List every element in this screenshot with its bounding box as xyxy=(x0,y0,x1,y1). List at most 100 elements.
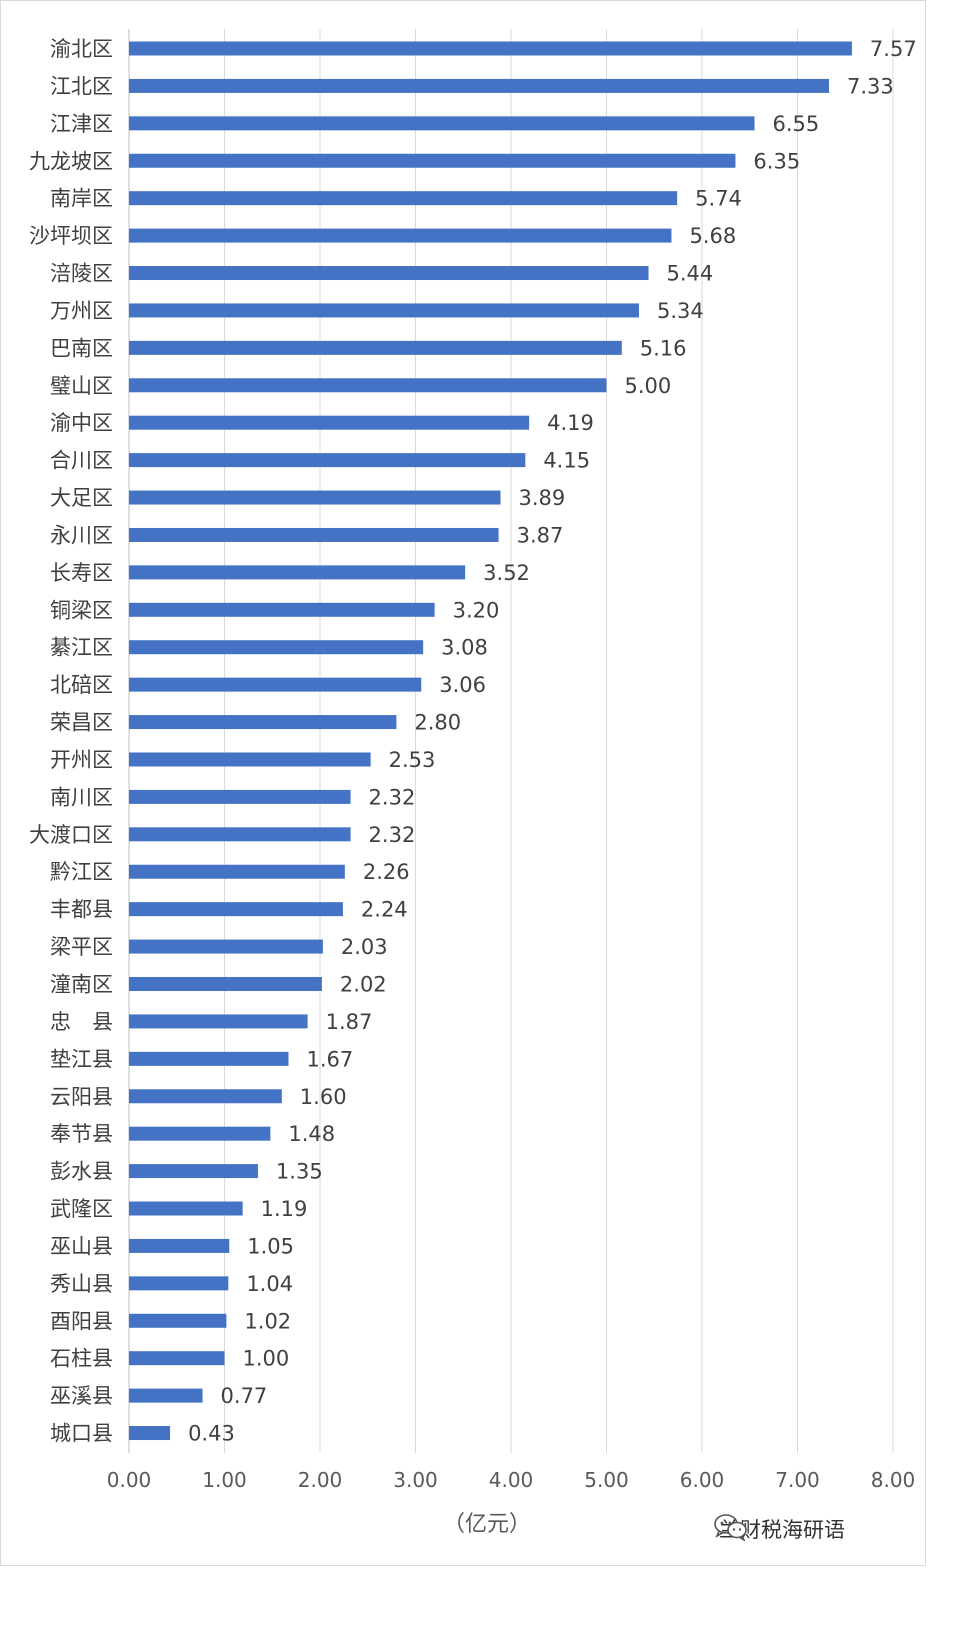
category-label: 黔江区 xyxy=(50,860,113,884)
bar xyxy=(129,902,343,917)
bar xyxy=(129,340,622,355)
value-label: 1.05 xyxy=(247,1234,294,1258)
value-label: 5.00 xyxy=(625,374,672,398)
category-label: 璧山区 xyxy=(50,374,113,398)
category-label: 石柱县 xyxy=(50,1347,113,1371)
value-label: 2.32 xyxy=(369,785,416,809)
value-label: 5.34 xyxy=(657,299,704,323)
bar xyxy=(129,1388,203,1403)
category-label: 荣昌区 xyxy=(50,711,113,735)
bar xyxy=(129,415,530,430)
x-tick-label: 0.00 xyxy=(107,1468,152,1492)
value-label: 2.03 xyxy=(341,935,388,959)
value-label: 5.74 xyxy=(695,187,742,211)
category-label: 江津区 xyxy=(50,112,113,136)
category-label: 南川区 xyxy=(50,785,113,809)
value-label: 1.87 xyxy=(326,1010,373,1034)
value-label: 1.00 xyxy=(243,1347,290,1371)
bar xyxy=(129,116,755,131)
value-label: 3.08 xyxy=(441,636,488,660)
category-label: 武隆区 xyxy=(50,1197,113,1221)
category-label: 永川区 xyxy=(50,523,113,547)
category-label: 北碚区 xyxy=(50,673,113,697)
value-label: 2.32 xyxy=(369,823,416,847)
category-label: 云阳县 xyxy=(50,1085,113,1109)
category-label: 垫江县 xyxy=(50,1047,113,1071)
value-label: 3.87 xyxy=(517,523,564,547)
bar xyxy=(129,1089,282,1104)
value-label: 0.77 xyxy=(221,1384,268,1408)
value-label: 1.19 xyxy=(261,1197,308,1221)
bar xyxy=(129,191,678,206)
x-axis-unit-label: （亿元） xyxy=(443,1512,531,1537)
value-label: 6.35 xyxy=(753,149,800,173)
bar xyxy=(129,1351,225,1366)
x-tick-label: 4.00 xyxy=(489,1468,534,1492)
category-label: 渝中区 xyxy=(50,411,113,435)
value-label: 1.60 xyxy=(300,1085,347,1109)
value-labels: 7.57 7.33 6.55 6.35 5.74 5.68 5.44 5.34 5.16 5.00… xyxy=(188,37,917,1446)
category-label: 奉节县 xyxy=(50,1122,113,1146)
bar xyxy=(129,527,499,542)
x-tick-label: 7.00 xyxy=(775,1468,820,1492)
bar xyxy=(129,41,852,56)
bar xyxy=(129,640,424,655)
value-label: 4.15 xyxy=(543,449,590,473)
value-label: 1.67 xyxy=(306,1047,353,1071)
value-label: 1.48 xyxy=(288,1122,335,1146)
value-label: 1.02 xyxy=(244,1309,291,1333)
category-label: 开州区 xyxy=(50,748,113,772)
bar-chart: 渝北区江北区江津区九龙坡区南岸区沙坪坝区涪陵区万州区巴南区璧山区渝中区合川区大足… xyxy=(29,29,917,1537)
category-label: 渝北区 xyxy=(50,37,113,61)
category-label: 万州区 xyxy=(50,299,113,323)
bar xyxy=(129,1126,271,1141)
category-label: 合川区 xyxy=(50,449,113,473)
bar xyxy=(129,1276,229,1291)
category-label: 秀山县 xyxy=(50,1272,113,1296)
chart-frame: 渝北区 江北区 江津区 九龙坡区 南岸区 沙坪坝区 涪陵区 万州区 巴南区 璧山区 渝中区 合川区 大足… xyxy=(0,0,926,1566)
category-label: 长寿区 xyxy=(50,561,113,585)
bar xyxy=(129,715,397,730)
x-tick-label: 3.00 xyxy=(393,1468,438,1492)
bar xyxy=(129,602,435,617)
value-label: 2.53 xyxy=(389,748,436,772)
value-label: 6.55 xyxy=(773,112,820,136)
x-tick-label: 1.00 xyxy=(202,1468,247,1492)
category-label: 彭水县 xyxy=(50,1160,113,1184)
bar xyxy=(129,490,501,505)
value-label: 2.26 xyxy=(363,860,410,884)
category-label: 江北区 xyxy=(50,74,113,98)
bar xyxy=(129,266,649,281)
bar xyxy=(129,1051,289,1066)
category-label: 铜梁区 xyxy=(50,598,113,622)
category-label: 巫山县 xyxy=(50,1234,113,1258)
bar xyxy=(129,303,639,318)
category-label: 忠 县 xyxy=(50,1010,113,1034)
value-label: 7.57 xyxy=(870,37,917,61)
x-tick-label: 2.00 xyxy=(298,1468,343,1492)
bar xyxy=(129,864,345,879)
bar xyxy=(129,153,736,168)
x-tick-label: 6.00 xyxy=(680,1468,725,1492)
category-label: 大渡口区 xyxy=(29,823,113,847)
bar xyxy=(129,977,322,991)
value-label: 3.89 xyxy=(518,486,565,510)
category-label: 九龙坡区 xyxy=(29,149,113,173)
category-label: 巫溪县 xyxy=(50,1384,113,1408)
category-label: 巴南区 xyxy=(50,336,113,360)
category-label: 南岸区 xyxy=(50,187,113,211)
value-label: 5.44 xyxy=(667,262,714,286)
value-label: 3.06 xyxy=(439,673,486,697)
category-label: 涪陵区 xyxy=(50,262,113,286)
bar xyxy=(129,827,351,842)
bar xyxy=(129,1313,227,1328)
bar xyxy=(129,78,830,93)
bar xyxy=(129,752,371,767)
bar xyxy=(129,378,607,393)
value-label: 2.24 xyxy=(361,898,408,922)
category-label: 丰都县 xyxy=(50,898,113,922)
bar xyxy=(129,1201,243,1216)
bars xyxy=(129,41,852,1441)
value-label: 0.43 xyxy=(188,1422,235,1446)
watermark: 兰财税海研语 xyxy=(713,1513,845,1545)
